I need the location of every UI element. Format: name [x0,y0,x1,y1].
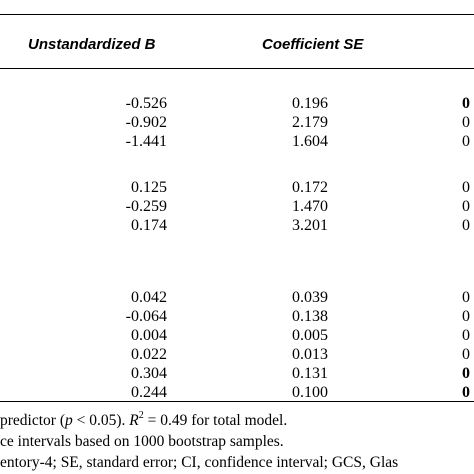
b-value: -1.441 [125,133,167,150]
note-1-text-a: predictor ( [0,412,65,429]
p-value: 0 [462,365,470,382]
b-value: 0.125 [131,179,167,196]
se-value: 3.201 [292,217,328,234]
se-value: 0.138 [292,308,328,325]
note-1-p-symbol: p [64,412,73,429]
p-value: 0 [462,327,470,344]
b-value: -0.526 [125,95,167,112]
p-value: 0 [462,133,470,150]
bottom-rule [0,401,474,402]
b-value: -0.259 [125,198,167,215]
p-value: 0 [462,217,470,234]
b-value: 0.042 [131,289,167,306]
table-note-3: entory-4; SE, standard error; CI, confid… [0,454,399,471]
p-value: 0 [462,308,470,325]
note-1-r-symbol: R [129,412,139,429]
se-value: 0.100 [292,384,328,401]
p-value: 0 [462,346,470,363]
note-1-text-c: = 0.49 for total model. [143,412,288,429]
note-1-text-b: < 0.05). [72,412,130,429]
b-value: 0.304 [131,365,167,382]
b-value: -0.902 [125,114,167,131]
se-value: 1.470 [292,198,328,215]
p-value: 0 [462,179,470,196]
header-rule [0,68,474,69]
se-value: 0.013 [292,346,328,363]
b-value: 0.174 [131,217,167,234]
header-coefficient-se: Coefficient SE [262,36,364,53]
p-value: 0 [462,384,470,401]
note-1-superscript: 2 [138,410,144,421]
b-value: 0.004 [131,327,167,344]
p-value: 0 [462,114,470,131]
b-value: -0.064 [125,308,167,325]
se-value: 0.196 [292,95,328,112]
se-value: 0.131 [292,365,328,382]
header-unstandardized-b: Unstandardized B [28,36,156,53]
se-value: 0.039 [292,289,328,306]
table-note-1: predictor (p < 0.05). R2 = 0.49 for tota… [0,411,287,431]
se-value: 1.604 [292,133,328,150]
p-value: 0 [462,198,470,215]
b-value: 0.022 [131,346,167,363]
se-value: 2.179 [292,114,328,131]
se-value: 0.005 [292,327,328,344]
top-rule [0,14,474,15]
b-value: 0.244 [131,384,167,401]
table-note-2: ce intervals based on 1000 bootstrap sam… [0,433,284,450]
p-value: 0 [462,95,470,112]
se-value: 0.172 [292,179,328,196]
p-value: 0 [462,289,470,306]
